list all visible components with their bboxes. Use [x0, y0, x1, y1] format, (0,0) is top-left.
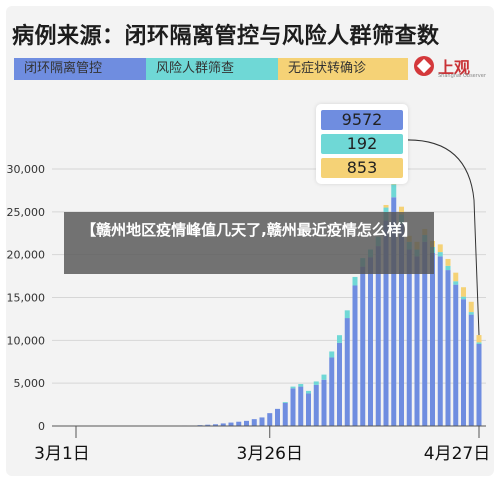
bar-segment	[453, 281, 459, 285]
bar-segment	[205, 424, 211, 426]
bar-segment	[445, 270, 451, 426]
logo-text: 上观	[438, 58, 471, 77]
bar-segment	[406, 249, 412, 426]
legend-item-asymptomatic: 无症状转确诊	[278, 58, 408, 80]
x-axis-ticks: 3月1日 3月26日 4月27日	[34, 425, 490, 464]
bar-segment	[461, 287, 466, 297]
annotation-value-closed-loop: 9572	[321, 110, 403, 130]
bar-segment	[391, 184, 397, 198]
grid-lines	[52, 168, 486, 427]
bar-segment	[352, 276, 358, 286]
bar-segment	[437, 252, 443, 257]
bar-segment	[298, 384, 304, 387]
bar-segment	[344, 318, 350, 426]
annotation-value-screening: 192	[321, 134, 403, 154]
caption-overlay: 【赣州地区疫情峰值几天了,赣州最近疫情怎么样】	[64, 212, 434, 274]
bar-segment	[275, 408, 280, 426]
bar-segment	[453, 284, 459, 426]
bar-segment	[290, 386, 296, 389]
bar-segment	[468, 314, 474, 426]
bar-segment	[337, 335, 342, 343]
bar-segment	[383, 220, 389, 426]
y-tick-label: 25,000	[7, 206, 46, 219]
bar-segment	[321, 374, 327, 380]
legend-label-screening: 风险人群筛查	[156, 61, 235, 76]
bar-segment	[414, 256, 420, 426]
bar-segment	[430, 252, 435, 426]
bar-segment	[329, 351, 335, 358]
bar-segment	[220, 423, 226, 426]
bar-segment	[236, 421, 242, 426]
bar-segment	[313, 384, 319, 426]
y-tick-label: 30,000	[7, 163, 46, 176]
bar-segment	[244, 420, 249, 426]
bar-segment	[298, 386, 304, 426]
bar-segment	[445, 265, 451, 271]
x-tick-label: 4月27日	[424, 444, 490, 464]
y-tick-label: 5,000	[14, 377, 46, 390]
bar-segment	[329, 357, 335, 426]
bar-segment	[445, 258, 451, 266]
legend-item-closed-loop: 闭环隔离管控	[14, 58, 146, 80]
bar-segment	[476, 335, 482, 343]
bar-segment	[476, 342, 482, 344]
bar-segment	[352, 285, 358, 426]
bar-segment	[321, 379, 327, 426]
bar-segment	[399, 206, 404, 215]
bar-segment	[282, 402, 288, 426]
y-tick-label: 0	[38, 420, 45, 433]
bar-segment	[228, 422, 234, 426]
bar-segment	[399, 223, 404, 426]
bar-segment	[306, 393, 311, 426]
legend-item-screening: 风险人群筛查	[146, 58, 278, 80]
bar-segment	[368, 257, 373, 426]
caption-text: 【赣州地区疫情峰值几天了,赣州最近疫情怎么样】	[81, 221, 417, 239]
legend-label-closed-loop: 闭环隔离管控	[24, 61, 103, 76]
y-tick-label: 20,000	[7, 249, 46, 262]
logo-subtext: Shanghai Observer	[438, 73, 486, 79]
bar-segment	[313, 381, 319, 385]
bar-segment	[259, 417, 265, 426]
bar-segment	[468, 312, 474, 315]
bar-segment	[306, 390, 311, 394]
bar-segment	[344, 310, 350, 319]
bar-segment	[375, 246, 381, 426]
x-tick-label: 3月1日	[34, 444, 90, 464]
annotation-connector	[403, 139, 480, 336]
bar-segment	[461, 299, 466, 426]
bar-segment	[476, 343, 482, 426]
bar-segment	[468, 301, 474, 313]
bar-segment	[437, 256, 443, 426]
chart-title: 病例来源：闭环隔离管控与风险人群筛查数	[12, 24, 440, 49]
bar-segment	[337, 342, 342, 426]
bar-segment	[360, 266, 366, 426]
logo-mark-icon	[414, 56, 434, 76]
annotation-value-asymptomatic: 853	[321, 158, 403, 178]
bar-segment	[422, 241, 428, 426]
bar-segment	[251, 419, 257, 426]
legend-label-asymptomatic: 无症状转确诊	[288, 61, 367, 76]
x-tick-label: 3月26日	[237, 444, 303, 464]
bar-segment	[453, 272, 459, 282]
bar-segment	[461, 296, 466, 300]
bar-segment	[267, 413, 273, 426]
y-tick-label: 15,000	[7, 292, 46, 305]
bar-segment	[437, 244, 443, 253]
bar-segment	[383, 204, 389, 208]
bar-segment	[213, 424, 218, 426]
bar-segment	[290, 388, 296, 426]
y-axis-ticks: 0 5,000 10,000 15,000 20,000 25,000 30,000	[7, 163, 46, 433]
bar-segment	[282, 402, 288, 403]
y-tick-label: 10,000	[7, 334, 46, 347]
bar-segment	[391, 197, 397, 426]
publisher-logo: 上观 Shanghai Observer	[414, 54, 490, 84]
